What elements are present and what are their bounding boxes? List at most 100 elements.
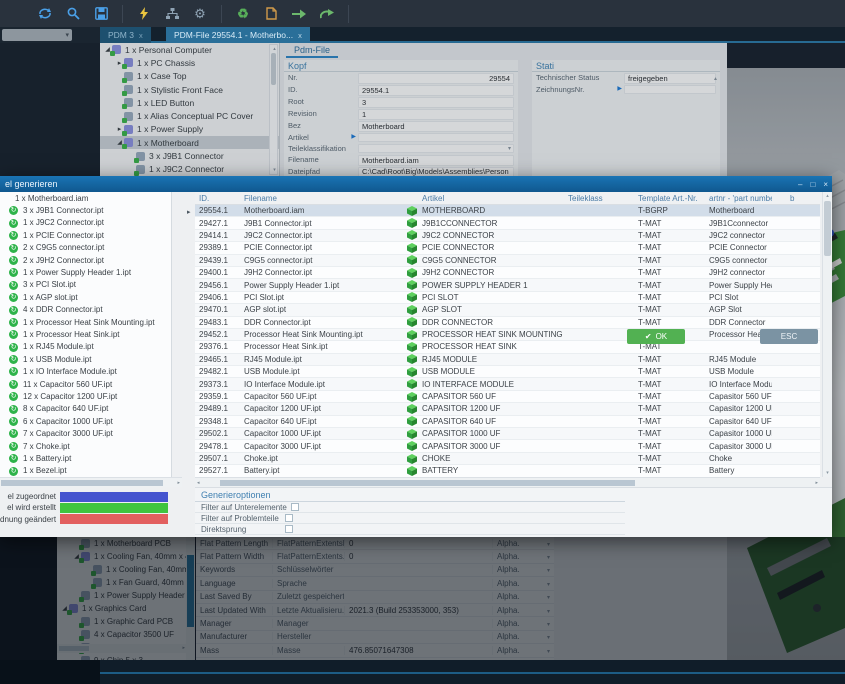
hierarchy-icon[interactable] [161,4,183,24]
bottom-tree-hscrollbar[interactable]: ▸ [57,644,186,653]
field-value[interactable]: 29554.1 [358,85,514,96]
tree-item[interactable]: 1 x Alias Conceptual PC Cover [100,109,279,122]
table-row[interactable]: 29482.1 USB Module.ipt USB MODULE T-MAT … [195,366,820,378]
list-item[interactable]: 1 x Motherboard.iam [0,192,171,204]
lightning-icon[interactable] [133,4,155,24]
list-item[interactable]: 1 x PCIE Connector.ipt [0,229,171,241]
col-b[interactable]: b [786,194,820,203]
ok-button[interactable]: ✔ OK [627,329,685,344]
table-hscrollbar[interactable]: ◂ ▸ [195,477,820,487]
list-item[interactable]: 2 x C9G5 connector.ipt [0,242,171,254]
table-row[interactable]: 29400.1 J9H2 Connector.ipt J9H2 CONNECTO… [195,267,820,279]
maximize-icon[interactable]: □ [810,180,815,189]
list-item[interactable]: 1 x Processor Heat Sink Mounting.ipt [0,316,171,328]
table-row[interactable]: 29452.1 Processor Heat Sink Mounting.ipt… [195,329,820,341]
tree-item[interactable]: 1 x Stylistic Front Face [100,83,279,96]
table-row[interactable]: 29527.1 Battery.ipt BATTERY T-MAT Batter… [195,465,820,477]
col-id[interactable]: ID. [195,194,240,203]
col-template[interactable]: Template Art.-Nr. [634,194,705,203]
sync-icon[interactable] [34,4,56,24]
scroll-up-icon[interactable]: ▴ [823,193,832,199]
table-row[interactable]: 29478.1 Capacitor 3000 UF.ipt CAPASITOR … [195,440,820,452]
tree-item[interactable]: 1 x Power Supply [100,123,279,136]
table-row[interactable]: 29465.1 RJ45 Module.ipt RJ45 MODULE T-MA… [195,354,820,366]
field-value[interactable]: C:\Cad\Root\Big\Models\Assemblies\Person… [358,167,514,176]
list-item[interactable]: 1 x Bezel.ipt [0,465,171,477]
field-value[interactable]: 29554 [358,73,514,84]
dialog-titlebar[interactable]: el generieren – □ × [0,176,832,192]
table-row[interactable]: 29554.1 Motherboard.iam MOTHERBOARD T-BG… [195,205,820,217]
property-sort-mode[interactable]: Alpha. [492,565,554,574]
scroll-right-icon[interactable]: ▸ [182,645,185,651]
field-value[interactable]: Motherboard.iam [358,155,514,166]
table-row[interactable]: 29406.1 PCI Slot.ipt PCI SLOT T-MAT PCI … [195,292,820,304]
table-row[interactable]: 29456.1 Power Supply Header 1.ipt POWER … [195,279,820,291]
tree-item[interactable]: 1 x LED Button [100,96,279,109]
property-row[interactable]: Mass Masse 476.85071647308 Alpha. [196,644,554,657]
gears-icon[interactable]: ⚙ [189,4,211,24]
property-row[interactable]: Flat Pattern Width FlatPatternExtents...… [196,550,554,563]
tree-item[interactable]: 1 x Personal Computer [100,43,279,56]
minimize-icon[interactable]: – [798,180,802,189]
property-sort-mode[interactable]: Alpha. [492,646,554,655]
field-value[interactable]: 1 [358,109,514,120]
tree-item[interactable]: 1 x Motherboard PCB [57,537,186,550]
table-row[interactable]: 29483.1 DDR Connector.ipt DDR CONNECTOR … [195,317,820,329]
property-row[interactable]: Last Updated With Letzte Aktualisieru...… [196,604,554,617]
list-item[interactable]: 8 x Capacitor 640 UF.ipt [0,403,171,415]
list-item[interactable]: 7 x Capacitor 3000 UF.ipt [0,427,171,439]
property-sort-mode[interactable]: Alpha. [492,592,554,601]
scroll-left-icon[interactable]: ◂ [197,480,200,486]
tree-item[interactable]: 1 x Graphic Card PCB [57,615,186,628]
table-row[interactable]: 29376.1 Processor Heat Sink.ipt PROCESSO… [195,341,820,353]
property-row[interactable]: Language Sprache Alpha. [196,577,554,590]
tab-pdm[interactable]: PDM 3 x [100,27,151,43]
tree-item[interactable]: 1 x Power Supply Header 2 [57,589,186,602]
property-row[interactable]: Manufacturer Hersteller Alpha. [196,631,554,644]
list-hscrollbar[interactable]: ▸ [0,477,182,487]
tree-item[interactable]: 1 x Cooling Fan, 40mm x [57,563,186,576]
table-row[interactable]: 29373.1 IO Interface Module.ipt IO INTER… [195,378,820,390]
table-row[interactable]: 29348.1 Capacitor 640 UF.ipt CAPASITOR 6… [195,416,820,428]
bottom-tree-scrollbar[interactable] [186,537,195,660]
forward-arrow-icon[interactable] [288,4,310,24]
property-sort-mode[interactable]: Alpha. [492,606,554,615]
col-artikel[interactable]: Artikel [418,194,564,203]
tree-item[interactable]: 1 x PC Chassis [100,56,279,69]
tree-item[interactable]: 3 x J9B1 Connector [100,149,279,162]
document-icon[interactable] [260,4,282,24]
property-row[interactable]: Manager Manager Alpha. [196,617,554,630]
list-item[interactable]: 4 x DDR Connector.ipt [0,304,171,316]
list-item[interactable]: 2 x J9H2 Connector.ipt [0,254,171,266]
tree-item[interactable]: 1 x Cooling Fan, 40mm x 40m [57,550,186,563]
field-value[interactable] [358,133,514,142]
scroll-right-icon[interactable]: ▸ [815,480,818,486]
save-icon[interactable] [90,4,112,24]
property-sort-mode[interactable]: Alpha. [492,619,554,628]
list-item[interactable]: 1 x Battery.ipt [0,452,171,464]
table-row[interactable]: 29359.1 Capacitor 560 UF.ipt CAPASITOR 5… [195,391,820,403]
field-value[interactable]: 3 [358,97,514,108]
table-row[interactable]: 29414.1 J9C2 Connector.ipt J9C2 CONNECTO… [195,230,820,242]
scroll-up-icon[interactable]: ▲ [713,76,718,82]
tree-scrollbar[interactable]: ▴ ▾ [269,44,278,175]
col-artnr[interactable]: artnr - 'part number' [705,194,772,203]
property-sort-mode[interactable]: Alpha. [492,579,554,588]
col-teileklass[interactable]: Teileklass [564,194,634,203]
list-item[interactable]: 3 x PCI Slot.ipt [0,279,171,291]
field-value[interactable]: freigegeben [624,73,716,84]
tree-item[interactable]: 1 x Motherboard [100,136,279,149]
table-row[interactable]: 29439.1 C9G5 connector.ipt C9G5 CONNECTO… [195,255,820,267]
esc-button[interactable]: ESC [760,329,818,344]
option-checkbox[interactable] [291,503,299,511]
list-item[interactable]: 1 x RJ45 Module.ipt [0,341,171,353]
list-item[interactable]: 1 x USB Module.ipt [0,353,171,365]
option-checkbox[interactable] [285,525,293,533]
table-row[interactable]: 29389.1 PCIE Connector.ipt PCIE CONNECTO… [195,242,820,254]
property-row[interactable]: Last Saved By Zuletzt gespeichert... Alp… [196,591,554,604]
list-item[interactable]: 6 x Capacitor 1000 UF.ipt [0,415,171,427]
redo-arrow-icon[interactable] [316,4,338,24]
scroll-right-icon[interactable]: ▸ [177,480,180,486]
tab-close-icon[interactable]: x [298,31,302,40]
option-checkbox[interactable] [285,514,293,522]
